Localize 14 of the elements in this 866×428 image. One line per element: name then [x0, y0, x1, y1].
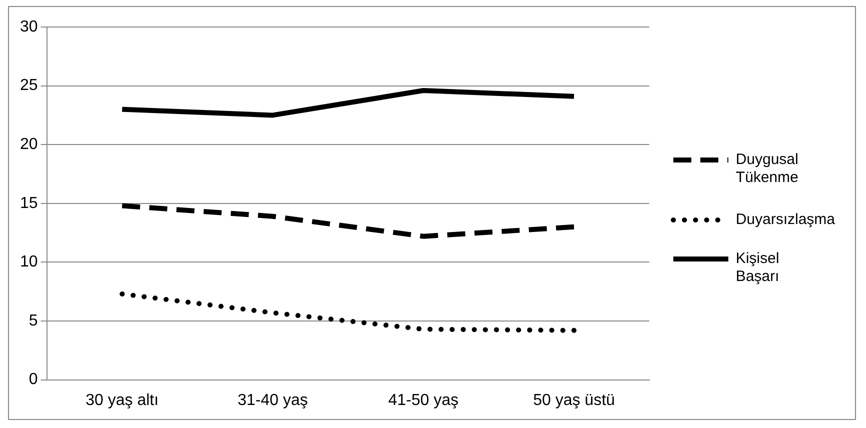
x-tick-label: 31-40 yaş: [238, 392, 308, 409]
legend-label: Duyarsızlaşma: [736, 211, 836, 228]
y-tick-label: 15: [20, 194, 38, 212]
x-tick-label: 30 yaş altı: [86, 392, 159, 409]
y-tick-label: 30: [20, 18, 38, 36]
x-tick-label: 41-50 yaş: [388, 392, 458, 409]
y-tick-label: 25: [20, 77, 38, 94]
legend-label: Duygusal Tükenme: [736, 151, 798, 186]
y-tick-label: 0: [28, 371, 38, 388]
legend-label: Kişisel Başarı: [736, 250, 780, 286]
x-tick-label: 50 yaş üstü: [533, 392, 615, 409]
y-tick-label: 10: [20, 254, 38, 271]
y-tick-label: 20: [20, 136, 38, 154]
y-tick-label: 5: [28, 312, 38, 330]
